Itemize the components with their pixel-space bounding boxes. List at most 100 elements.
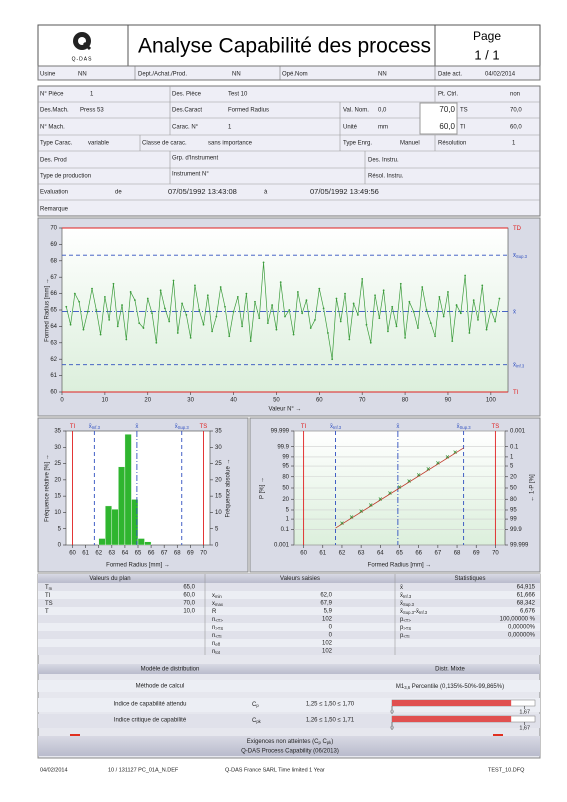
- x-tick-label: 63: [358, 551, 365, 557]
- x-tick-label: 70: [492, 551, 499, 557]
- y-tick-label: 60: [50, 390, 57, 396]
- data-point: [73, 292, 76, 295]
- x-axis-label: Formed Radius [mm] →: [106, 563, 170, 569]
- y-tick-label: 0.1: [510, 444, 519, 450]
- y-tick-label: 5: [215, 526, 219, 532]
- y-tick-label: 25: [54, 461, 61, 467]
- data-point: [224, 305, 226, 308]
- label: 64,915: [517, 585, 536, 591]
- text-part: n: [212, 617, 215, 623]
- column-header: Valeurs saisies: [280, 576, 320, 582]
- data-point: [266, 322, 269, 325]
- field: Opé.Nom: [282, 72, 308, 78]
- text-part: x̄: [330, 424, 333, 430]
- bar: [98, 538, 106, 546]
- label: 67,9: [320, 601, 332, 607]
- label: Exigences non atteintes (Cp Cpk): [247, 739, 334, 745]
- limit-label: TI: [70, 424, 76, 430]
- data-point: [164, 307, 166, 310]
- data-line: [65, 262, 500, 360]
- label: 1,26 ≤ 1,50 ≤ 1,71: [306, 718, 355, 724]
- data-point: [95, 309, 98, 311]
- data-point: [408, 300, 411, 303]
- field: NN: [232, 72, 241, 78]
- data-point: [489, 309, 492, 311]
- table-row: [38, 583, 540, 591]
- x-tick-label: 65: [135, 551, 142, 557]
- table-row: [38, 647, 540, 655]
- text-part: x̄: [513, 362, 516, 368]
- x-tick-label: 61: [82, 551, 89, 557]
- y-tick-label: 5: [286, 508, 290, 514]
- data-point: [494, 320, 497, 323]
- table-row: [38, 639, 540, 647]
- text-part: TI: [45, 593, 51, 599]
- text-part: TI: [70, 424, 76, 430]
- data-point: [361, 277, 364, 280]
- table-header: [38, 574, 540, 583]
- data-point: [340, 521, 344, 525]
- field: 70,0: [439, 105, 455, 114]
- data-point: [211, 330, 213, 333]
- subscript: Sup.3: [178, 425, 190, 430]
- y2-axis-label: ← 1-P [%]: [530, 474, 536, 502]
- field: 1: [90, 92, 94, 98]
- label: n>TS: [212, 625, 223, 631]
- y-tick-label: 15: [54, 494, 61, 500]
- field: Des.Caract: [172, 108, 202, 114]
- subscript: eff: [215, 642, 220, 647]
- label: 61,666: [517, 593, 536, 599]
- x-tick-label: 66: [148, 551, 155, 557]
- data-point: [159, 289, 162, 292]
- data-point: [78, 300, 81, 303]
- column-header: Statistiques: [454, 576, 485, 582]
- data-point: [189, 336, 192, 339]
- y-tick-label: 10: [54, 510, 61, 516]
- gauge-bar: [392, 716, 512, 722]
- value-box: [419, 102, 458, 135]
- data-point: [388, 491, 392, 495]
- data-point: [438, 295, 441, 298]
- label: 1,67: [519, 725, 530, 731]
- data-point: [425, 309, 428, 311]
- field: Instrument N°: [172, 172, 209, 178]
- y-tick-label: 50: [282, 486, 289, 492]
- limit-label: TS: [492, 424, 500, 430]
- label: n<TI: [212, 633, 222, 639]
- data-point: [181, 302, 183, 305]
- y-tick-label: 65: [50, 308, 57, 314]
- field: Manuel: [400, 141, 420, 147]
- label: Distr. Mixte: [435, 667, 465, 673]
- y-tick-label: 99.9: [277, 444, 289, 450]
- field: Formed Radius: [228, 108, 269, 114]
- data-point: [198, 309, 201, 311]
- x-tick-label: 62: [95, 551, 102, 557]
- data-point: [472, 299, 475, 302]
- data-point: [477, 318, 479, 321]
- subscript: Inf.3: [333, 425, 342, 430]
- label: xmin: [212, 593, 222, 599]
- field: non: [510, 92, 520, 98]
- logo-text: Q-DAS: [72, 56, 93, 62]
- y-tick-label: 0.001: [510, 429, 526, 435]
- field: Type de production: [40, 174, 91, 180]
- data-point: [498, 297, 501, 300]
- field: NN: [78, 72, 87, 78]
- x-tick-label: 80: [402, 398, 409, 404]
- data-point: [365, 323, 368, 326]
- x-axis-label: Formed Radius [mm] →: [368, 563, 432, 569]
- label: 100,00000 %: [500, 617, 536, 623]
- data-point: [232, 310, 235, 313]
- subscript: Sup.3: [403, 610, 415, 615]
- text-part: n: [212, 649, 215, 655]
- data-point: [206, 294, 209, 297]
- text-part: TS: [492, 424, 500, 430]
- y-tick-label: 10: [215, 510, 222, 516]
- label: Cp: [252, 702, 259, 708]
- field: mm: [378, 125, 388, 131]
- data-point: [249, 340, 252, 343]
- data-point: [121, 304, 123, 306]
- limit-label: x̄Sup.3: [513, 253, 528, 259]
- bar: [105, 505, 113, 546]
- data-point: [172, 279, 175, 282]
